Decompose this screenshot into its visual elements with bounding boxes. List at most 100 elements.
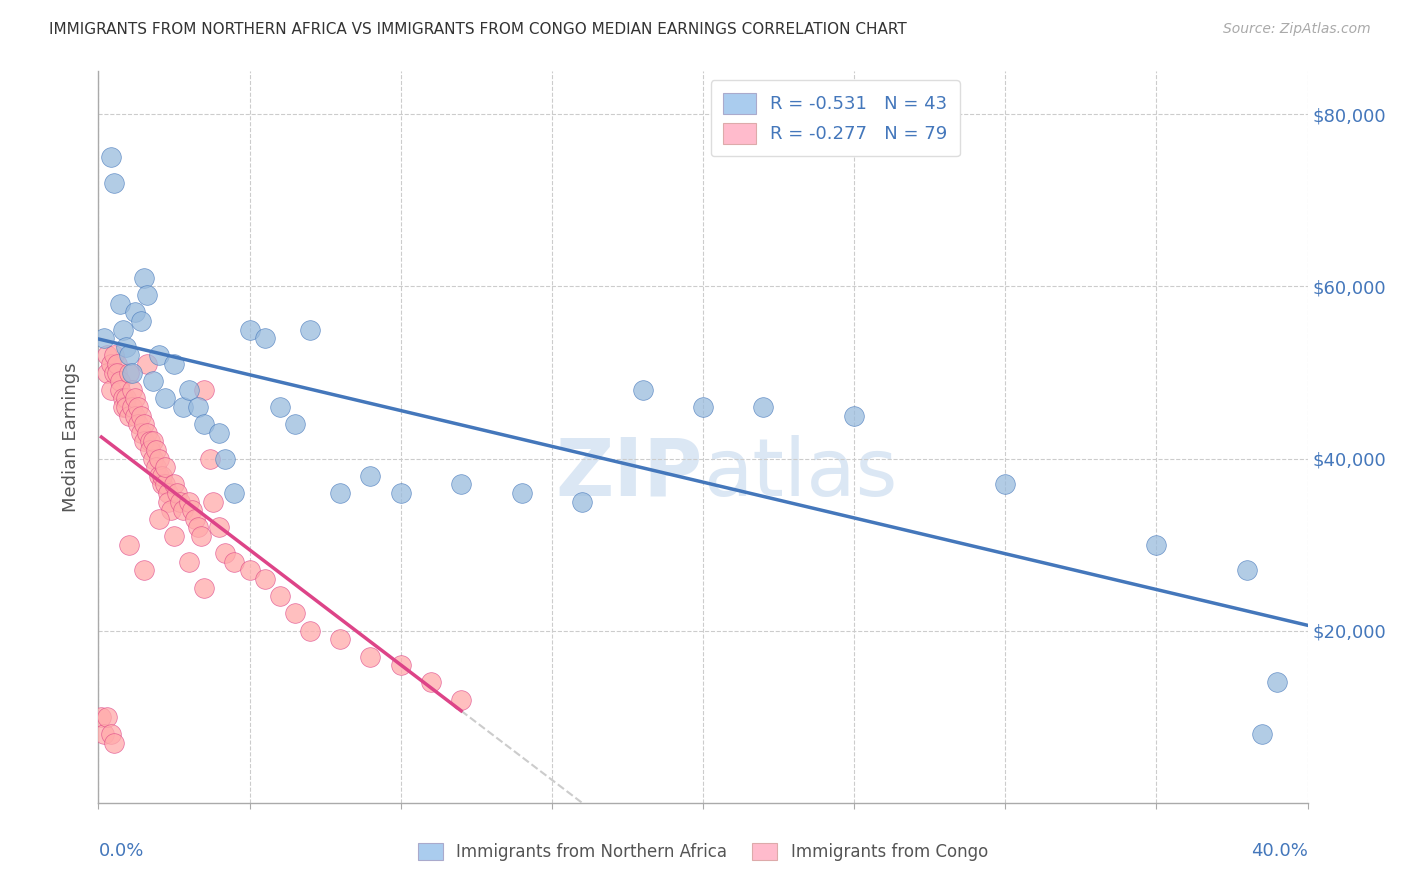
Point <box>121 383 143 397</box>
Point <box>239 322 262 336</box>
Legend: Immigrants from Northern Africa, Immigrants from Congo: Immigrants from Northern Africa, Immigra… <box>412 836 994 868</box>
Point <box>163 477 186 491</box>
Point <box>139 434 162 449</box>
Point <box>124 392 146 406</box>
Point <box>153 477 176 491</box>
Point <box>208 520 231 534</box>
Point <box>100 383 122 397</box>
Point <box>118 348 141 362</box>
Point <box>148 468 170 483</box>
Point <box>103 735 125 749</box>
Point <box>239 564 262 578</box>
Point <box>284 607 307 621</box>
Point <box>169 494 191 508</box>
Point <box>631 383 654 397</box>
Point <box>124 409 146 423</box>
Point <box>148 451 170 466</box>
Point <box>121 400 143 414</box>
Point <box>132 434 155 449</box>
Point <box>118 366 141 380</box>
Point <box>166 486 188 500</box>
Point <box>127 400 149 414</box>
Point <box>111 392 134 406</box>
Point <box>129 425 152 440</box>
Point <box>135 425 157 440</box>
Point <box>148 512 170 526</box>
Point <box>153 460 176 475</box>
Point <box>100 727 122 741</box>
Point <box>179 494 201 508</box>
Point <box>129 409 152 423</box>
Point <box>214 546 236 560</box>
Point <box>96 366 118 380</box>
Point <box>114 392 136 406</box>
Point <box>200 451 222 466</box>
Point <box>420 675 443 690</box>
Point <box>156 486 179 500</box>
Point <box>100 150 122 164</box>
Point <box>510 486 533 500</box>
Point <box>389 486 412 500</box>
Point <box>389 658 412 673</box>
Point <box>172 400 194 414</box>
Point <box>187 520 209 534</box>
Point <box>1236 564 1258 578</box>
Point <box>148 348 170 362</box>
Point <box>103 348 125 362</box>
Point <box>329 486 352 500</box>
Point <box>193 383 215 397</box>
Point <box>202 494 225 508</box>
Point <box>994 477 1017 491</box>
Point <box>103 176 125 190</box>
Point <box>108 383 131 397</box>
Point <box>208 425 231 440</box>
Point <box>1251 727 1274 741</box>
Point <box>224 555 246 569</box>
Point <box>253 331 276 345</box>
Point <box>179 383 201 397</box>
Text: 0.0%: 0.0% <box>98 842 143 860</box>
Point <box>96 710 118 724</box>
Point <box>142 374 165 388</box>
Point <box>752 400 775 414</box>
Point <box>284 417 307 432</box>
Point <box>172 503 194 517</box>
Point <box>299 322 322 336</box>
Point <box>153 392 176 406</box>
Point <box>360 649 382 664</box>
Point <box>156 494 179 508</box>
Point <box>450 477 472 491</box>
Point <box>103 366 125 380</box>
Point <box>193 581 215 595</box>
Point <box>118 538 141 552</box>
Point <box>184 512 207 526</box>
Point <box>145 460 167 475</box>
Point <box>139 442 162 457</box>
Text: 40.0%: 40.0% <box>1251 842 1308 860</box>
Point <box>105 357 128 371</box>
Point <box>224 486 246 500</box>
Point <box>135 357 157 371</box>
Point <box>181 503 204 517</box>
Point <box>93 727 115 741</box>
Point <box>450 692 472 706</box>
Point <box>100 357 122 371</box>
Text: Source: ZipAtlas.com: Source: ZipAtlas.com <box>1223 22 1371 37</box>
Point <box>118 409 141 423</box>
Point <box>269 400 291 414</box>
Point <box>1267 675 1289 690</box>
Point <box>108 374 131 388</box>
Point <box>96 348 118 362</box>
Point <box>111 400 134 414</box>
Point <box>142 451 165 466</box>
Point <box>150 468 173 483</box>
Point <box>193 417 215 432</box>
Point <box>142 434 165 449</box>
Point <box>253 572 276 586</box>
Point <box>114 340 136 354</box>
Point <box>132 564 155 578</box>
Point <box>269 589 291 603</box>
Point <box>163 529 186 543</box>
Point <box>105 366 128 380</box>
Point <box>150 477 173 491</box>
